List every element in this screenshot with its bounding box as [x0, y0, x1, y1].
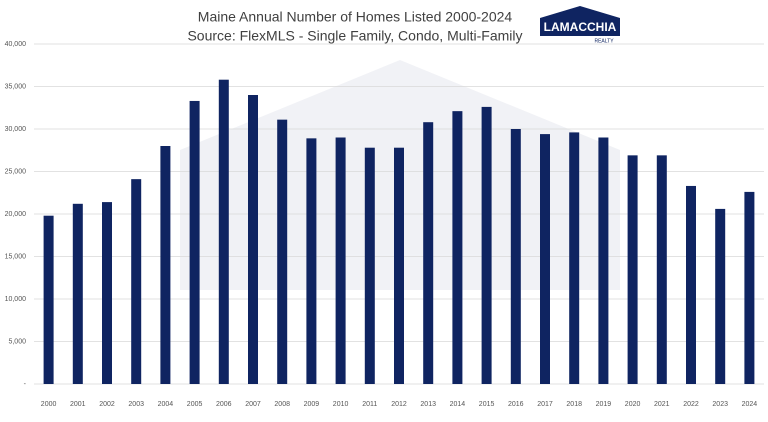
bar [248, 95, 258, 384]
x-tick-label: 2004 [158, 401, 174, 408]
bar [452, 111, 463, 385]
logo-name: LAMACCHIA [544, 20, 617, 34]
x-tick-label: 2018 [566, 401, 582, 408]
bar [744, 191, 755, 384]
bar [540, 134, 550, 384]
y-tick-label: 25,000 [5, 168, 27, 175]
x-tick-label: 2014 [450, 401, 466, 408]
x-tick-label: 2000 [41, 401, 57, 408]
x-tick-label: 2016 [508, 401, 524, 408]
x-tick-label: 2021 [654, 401, 670, 408]
chart-title: Maine Annual Number of Homes Listed 2000… [198, 9, 513, 25]
bar [510, 129, 521, 384]
x-tick-label: 2019 [596, 401, 612, 408]
x-tick-label: 2020 [625, 401, 641, 408]
bar [569, 132, 580, 384]
bar [277, 119, 288, 385]
bar [627, 155, 638, 384]
y-tick-label: - [24, 381, 27, 388]
x-tick-label: 2015 [479, 401, 495, 408]
bar [686, 185, 696, 384]
y-tick-label: 40,000 [5, 41, 27, 48]
bar [598, 137, 609, 384]
x-tick-label: 2001 [70, 401, 86, 408]
x-tick-label: 2006 [216, 401, 232, 408]
y-tick-label: 5,000 [8, 338, 26, 345]
bar [131, 179, 142, 384]
x-tick-label: 2017 [537, 401, 553, 408]
y-tick-label: 15,000 [5, 253, 27, 260]
logo: LAMACCHIA REALTY [540, 6, 620, 44]
bar [335, 137, 346, 384]
x-tick-label: 2012 [391, 401, 407, 408]
bar [43, 215, 54, 384]
y-tick-label: 30,000 [5, 126, 27, 133]
x-tick-label: 2009 [304, 401, 320, 408]
x-tick-label: 2003 [128, 401, 144, 408]
x-tick-label: 2023 [712, 401, 728, 408]
y-tick-label: 20,000 [5, 211, 27, 218]
bar [306, 138, 317, 384]
bar [189, 100, 200, 384]
x-tick-label: 2005 [187, 401, 203, 408]
bar [160, 146, 171, 384]
bar [72, 203, 83, 384]
x-tick-label: 2002 [99, 401, 115, 408]
bar [102, 202, 112, 384]
x-tick-label: 2008 [274, 401, 290, 408]
bar [656, 155, 667, 384]
y-tick-label: 10,000 [5, 296, 27, 303]
x-tick-label: 2010 [333, 401, 349, 408]
logo-tagline: REALTY [594, 38, 614, 44]
y-tick-label: 35,000 [5, 83, 27, 90]
x-tick-label: 2024 [742, 401, 758, 408]
x-tick-label: 2022 [683, 401, 699, 408]
bar [481, 106, 492, 385]
bar [394, 147, 404, 384]
bar [218, 79, 229, 384]
x-tick-label: 2007 [245, 401, 261, 408]
bar [715, 208, 726, 384]
bar [364, 147, 375, 384]
chart-subtitle: Source: FlexMLS - Single Family, Condo, … [187, 28, 522, 44]
x-tick-label: 2011 [362, 401, 377, 408]
x-tick-label: 2013 [420, 401, 436, 408]
bar [423, 122, 434, 384]
